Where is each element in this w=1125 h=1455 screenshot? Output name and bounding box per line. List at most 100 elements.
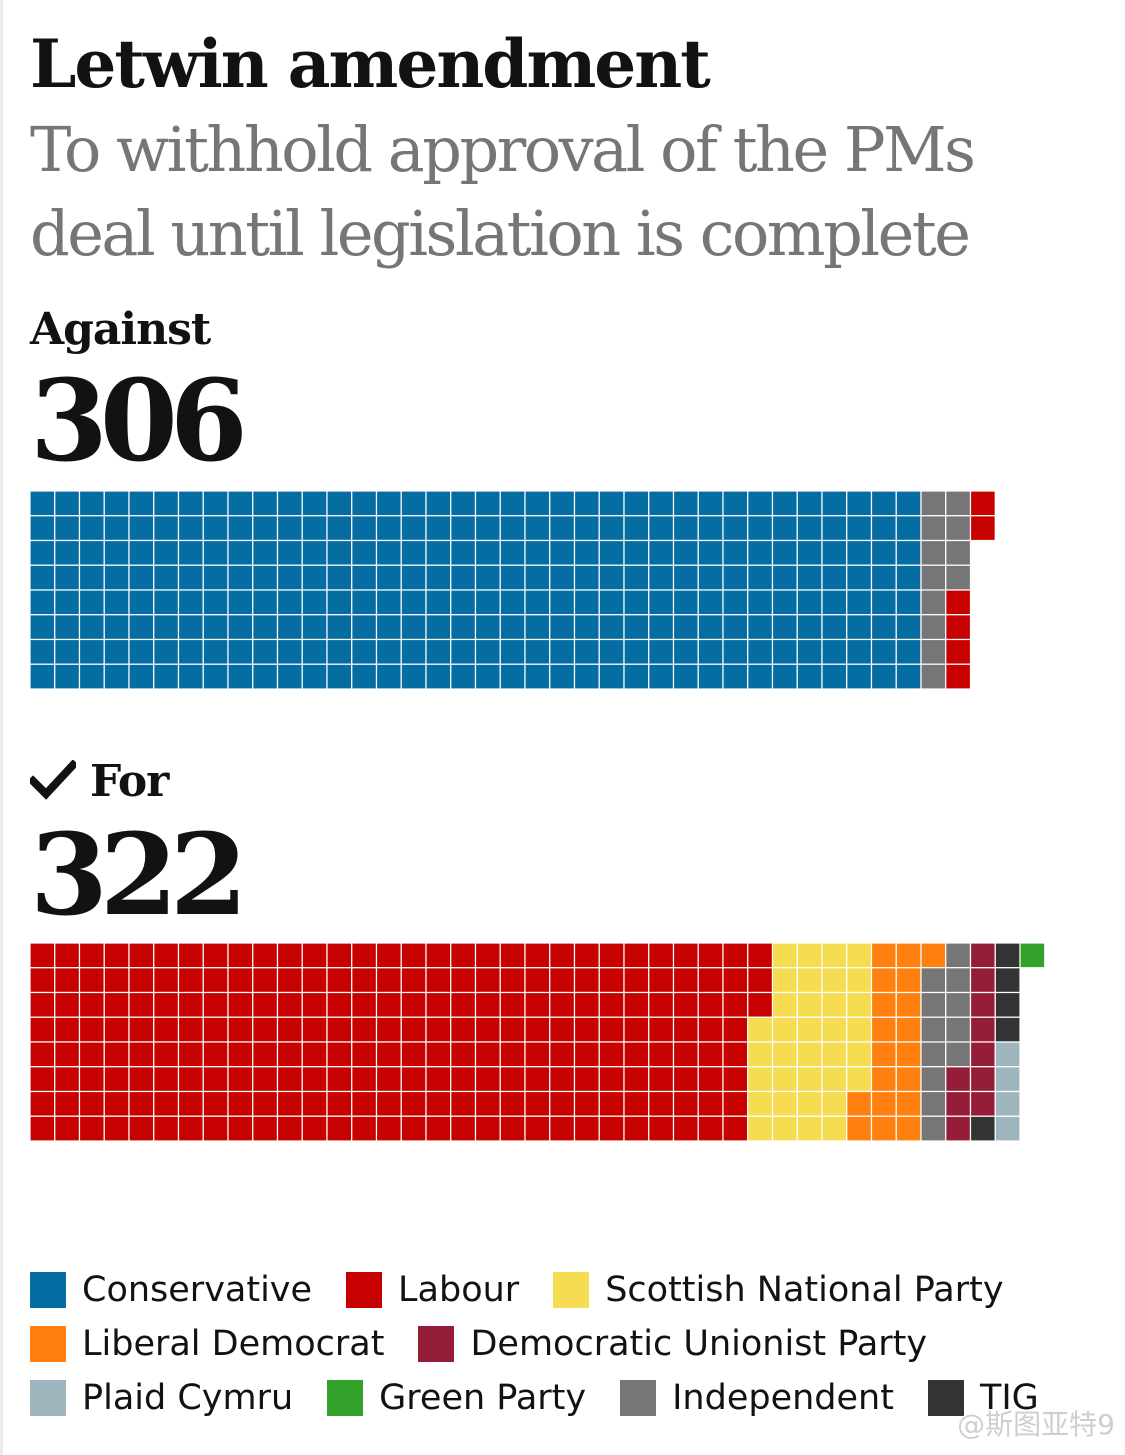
vote-cell-labour xyxy=(78,1041,105,1068)
vote-cell-liberal-democrat xyxy=(920,942,947,969)
vote-cell-conservative xyxy=(400,638,427,665)
vote-cell-conservative xyxy=(301,663,328,690)
vote-cell-tig xyxy=(969,1115,996,1142)
vote-cell-independent xyxy=(920,1115,947,1142)
vote-cell-labour xyxy=(29,1090,56,1117)
vote-cell-conservative xyxy=(747,490,774,517)
vote-cell-conservative xyxy=(870,515,897,542)
vote-cell-labour xyxy=(499,1016,526,1043)
vote-cell-labour xyxy=(474,1066,501,1093)
vote-cell-conservative xyxy=(771,589,798,616)
vote-cell-labour xyxy=(598,1090,625,1117)
vote-cell-conservative xyxy=(821,564,848,591)
vote-cell-labour xyxy=(128,1016,155,1043)
legend-item-independent: Independent xyxy=(620,1380,894,1416)
vote-cell-conservative xyxy=(623,614,650,641)
against-waffle-grid xyxy=(29,490,996,690)
against-total: 306 xyxy=(30,356,248,487)
vote-cell-labour xyxy=(697,967,724,994)
vote-cell-plaid-cymru xyxy=(994,1115,1021,1142)
vote-cell-labour xyxy=(301,1041,328,1068)
vote-cell-labour xyxy=(722,1115,749,1142)
vote-cell-labour xyxy=(549,1041,576,1068)
vote-cell-conservative xyxy=(103,589,130,616)
vote-cell-conservative xyxy=(78,663,105,690)
vote-cell-independent xyxy=(945,991,972,1018)
vote-cell-conservative xyxy=(846,490,873,517)
chart-title: Letwin amendment xyxy=(30,25,711,103)
vote-cell-conservative xyxy=(598,638,625,665)
vote-cell-conservative xyxy=(870,638,897,665)
vote-cell-conservative xyxy=(895,515,922,542)
vote-cell-conservative xyxy=(177,638,204,665)
vote-cell-labour xyxy=(78,1090,105,1117)
legend-swatch xyxy=(30,1326,66,1362)
vote-cell-conservative xyxy=(54,490,81,517)
vote-cell-labour xyxy=(623,1090,650,1117)
vote-cell-conservative xyxy=(29,614,56,641)
vote-cell-conservative xyxy=(524,663,551,690)
vote-cell-conservative xyxy=(351,614,378,641)
vote-cell-conservative xyxy=(128,638,155,665)
vote-cell-conservative xyxy=(78,539,105,566)
vote-cell-labour xyxy=(499,1066,526,1093)
vote-cell-conservative xyxy=(153,564,180,591)
for-total: 322 xyxy=(30,810,248,941)
vote-cell-liberal-democrat xyxy=(870,942,897,969)
vote-cell-conservative xyxy=(549,638,576,665)
vote-cell-conservative xyxy=(103,614,130,641)
vote-cell-conservative xyxy=(747,589,774,616)
for-waffle-grid xyxy=(29,942,1046,1142)
vote-cell-labour xyxy=(252,967,279,994)
vote-cell-labour xyxy=(549,942,576,969)
vote-cell-labour xyxy=(78,942,105,969)
legend-label: Liberal Democrat xyxy=(82,1324,385,1364)
vote-cell-liberal-democrat xyxy=(895,991,922,1018)
vote-cell-plaid-cymru xyxy=(994,1066,1021,1093)
vote-cell-conservative xyxy=(326,589,353,616)
vote-cell-conservative xyxy=(697,564,724,591)
vote-cell-labour xyxy=(177,1090,204,1117)
vote-cell-conservative xyxy=(103,564,130,591)
vote-cell-labour xyxy=(474,1090,501,1117)
vote-cell-labour xyxy=(425,1115,452,1142)
vote-cell-labour xyxy=(276,1016,303,1043)
vote-cell-conservative xyxy=(375,564,402,591)
vote-cell-labour xyxy=(598,1115,625,1142)
vote-cell-labour xyxy=(969,490,996,517)
vote-cell-liberal-democrat xyxy=(895,1115,922,1142)
vote-cell-labour xyxy=(573,967,600,994)
vote-cell-conservative xyxy=(450,515,477,542)
vote-cell-conservative xyxy=(252,638,279,665)
vote-cell-labour xyxy=(276,1090,303,1117)
vote-cell-scottish-national-party xyxy=(796,967,823,994)
vote-cell-conservative xyxy=(351,564,378,591)
vote-cell-conservative xyxy=(301,638,328,665)
vote-cell-labour xyxy=(697,1090,724,1117)
vote-cell-conservative xyxy=(227,614,254,641)
against-label-text: Against xyxy=(30,304,211,355)
vote-cell-conservative xyxy=(697,539,724,566)
vote-cell-conservative xyxy=(276,614,303,641)
vote-cell-conservative xyxy=(771,564,798,591)
vote-cell-conservative xyxy=(623,539,650,566)
vote-cell-scottish-national-party xyxy=(771,991,798,1018)
vote-cell-conservative xyxy=(573,614,600,641)
vote-cell-labour xyxy=(400,1016,427,1043)
vote-cell-conservative xyxy=(722,564,749,591)
vote-cell-liberal-democrat xyxy=(870,1090,897,1117)
vote-cell-labour xyxy=(549,1115,576,1142)
vote-cell-conservative xyxy=(177,589,204,616)
vote-cell-conservative xyxy=(648,614,675,641)
vote-cell-independent xyxy=(945,942,972,969)
vote-cell-conservative xyxy=(252,539,279,566)
vote-cell-conservative xyxy=(846,539,873,566)
vote-cell-labour xyxy=(103,967,130,994)
vote-cell-labour xyxy=(623,967,650,994)
vote-cell-conservative xyxy=(796,539,823,566)
vote-cell-conservative xyxy=(78,638,105,665)
vote-cell-tig xyxy=(994,967,1021,994)
vote-cell-conservative xyxy=(623,663,650,690)
vote-cell-labour xyxy=(945,614,972,641)
vote-cell-conservative xyxy=(697,614,724,641)
